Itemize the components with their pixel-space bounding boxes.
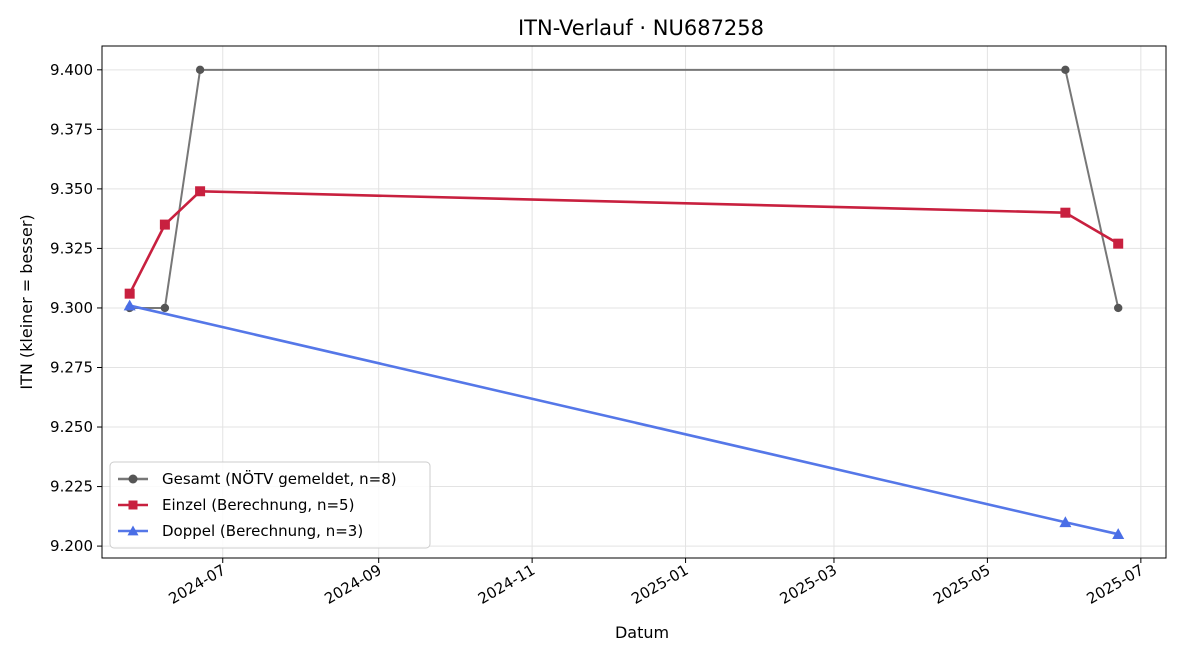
legend-item: Doppel (Berechnung, n=3) <box>118 522 363 540</box>
y-tick-label: 9.325 <box>50 239 93 257</box>
data-point-circle <box>1061 65 1070 75</box>
chart-title: ITN-Verlauf · NU687258 <box>518 16 764 40</box>
legend-label: Einzel (Berechnung, n=5) <box>162 496 354 514</box>
y-tick-label: 9.225 <box>50 478 93 496</box>
data-point-square <box>124 288 135 299</box>
x-tick-label: 2025-03 <box>777 561 840 608</box>
data-point-triangle <box>1059 516 1072 528</box>
series-line <box>128 189 1119 295</box>
y-axis-label: ITN (kleiner = besser) <box>17 214 36 389</box>
x-axis-ticks: 2024-07 2024-09 2024-11 2025-01 2025-03 2025-… <box>165 558 1147 608</box>
data-point-square <box>1060 207 1071 218</box>
series-layer <box>123 65 1125 539</box>
plot-frame <box>101 45 1167 559</box>
data-point-circle <box>128 474 138 484</box>
x-tick-label: 2025-05 <box>930 561 993 608</box>
data-point-triangle <box>127 525 139 536</box>
y-tick-label: 9.375 <box>50 120 93 138</box>
y-tick-label: 9.200 <box>50 537 93 555</box>
y-tick-label: 9.275 <box>50 358 93 376</box>
x-tick-label: 2024-11 <box>475 561 538 608</box>
data-point-square <box>159 219 170 230</box>
y-tick-label: 9.400 <box>50 61 93 79</box>
x-tick-label: 2024-09 <box>321 561 384 608</box>
legend-label: Gesamt (NÖTV gemeldet, n=8) <box>162 469 397 488</box>
x-tick-label: 2024-07 <box>165 561 228 608</box>
data-point-triangle <box>123 299 136 311</box>
y-axis-ticks: 9.200 9.225 9.250 9.275 9.300 9.325 9.350 9.375… <box>50 61 102 555</box>
series-1 <box>124 186 1124 299</box>
data-point-square <box>1113 238 1124 249</box>
x-axis-label: Datum <box>615 623 669 642</box>
data-point-circle <box>160 303 170 313</box>
y-tick-label: 9.250 <box>50 418 93 436</box>
y-tick-label: 9.300 <box>50 299 93 317</box>
legend-label: Doppel (Berechnung, n=3) <box>162 522 363 540</box>
legend: Gesamt (NÖTV gemeldet, n=8) Einzel (Berec… <box>109 461 431 549</box>
data-point-square <box>195 186 206 197</box>
x-tick-label: 2025-07 <box>1084 561 1147 608</box>
grid <box>102 46 1166 558</box>
legend-item: Einzel (Berechnung, n=5) <box>118 496 354 514</box>
series-2 <box>123 299 1125 539</box>
data-point-triangle <box>1112 528 1125 539</box>
x-tick-label: 2025-01 <box>628 561 691 608</box>
data-point-circle <box>1114 303 1123 313</box>
legend-box <box>109 461 431 549</box>
legend-item: Gesamt (NÖTV gemeldet, n=8) <box>118 469 397 488</box>
data-point-square <box>128 500 138 510</box>
data-point-circle <box>195 65 205 75</box>
y-tick-label: 9.350 <box>50 180 93 198</box>
